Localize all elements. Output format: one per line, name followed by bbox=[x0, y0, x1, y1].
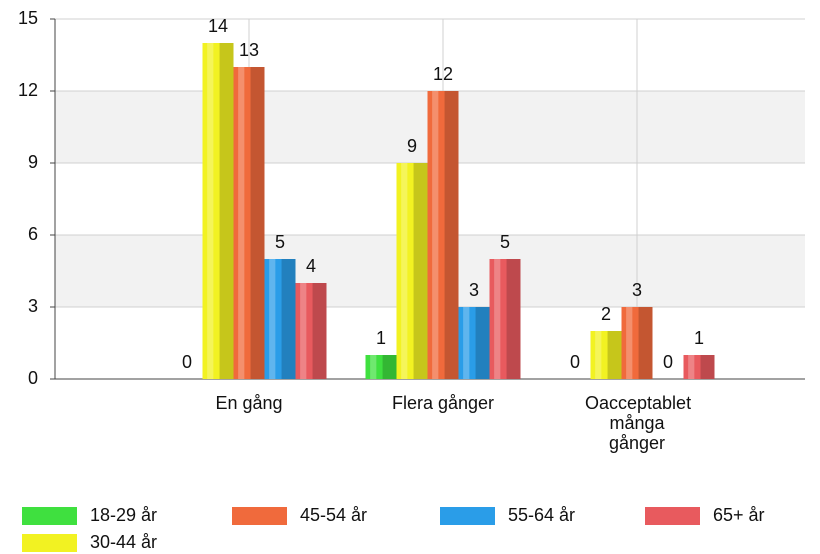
y-tick-label: 6 bbox=[28, 224, 38, 244]
data-label: 5 bbox=[275, 232, 285, 252]
bar-shade bbox=[506, 259, 521, 379]
y-tick-label: 3 bbox=[28, 296, 38, 316]
legend-swatch bbox=[22, 507, 77, 525]
bar bbox=[264, 259, 296, 379]
bar-shade bbox=[638, 307, 653, 379]
bar bbox=[202, 43, 234, 379]
bar-shine bbox=[401, 163, 408, 379]
bar-shine bbox=[432, 91, 439, 379]
bar bbox=[396, 163, 428, 379]
x-tick-label: Oacceptablet många gånger bbox=[585, 393, 692, 453]
y-tick-label: 15 bbox=[18, 8, 38, 28]
data-label: 0 bbox=[663, 352, 673, 372]
bar-shade bbox=[444, 91, 459, 379]
data-label: 1 bbox=[694, 328, 704, 348]
y-tick-label: 0 bbox=[28, 368, 38, 388]
bar-shine bbox=[300, 283, 307, 379]
bar-shade bbox=[475, 307, 490, 379]
y-tick-label: 12 bbox=[18, 80, 38, 100]
legend-swatch bbox=[645, 507, 700, 525]
x-tick-label: Flera gånger bbox=[391, 393, 495, 413]
legend-label: 55-64 år bbox=[508, 505, 575, 525]
data-label: 9 bbox=[407, 136, 417, 156]
bar-shade bbox=[607, 331, 622, 379]
bar-shade bbox=[219, 43, 234, 379]
legend-label: 45-54 år bbox=[300, 505, 367, 525]
bar-shine bbox=[269, 259, 276, 379]
bar bbox=[683, 355, 715, 379]
data-label: 12 bbox=[433, 64, 453, 84]
data-label: 0 bbox=[182, 352, 192, 372]
legend-label: 30-44 år bbox=[90, 532, 157, 552]
data-label: 14 bbox=[208, 16, 228, 36]
bar bbox=[590, 331, 622, 379]
data-label: 3 bbox=[632, 280, 642, 300]
bar-shade bbox=[413, 163, 428, 379]
bar bbox=[295, 283, 327, 379]
data-label: 4 bbox=[306, 256, 316, 276]
legend-label: 65+ år bbox=[713, 505, 765, 525]
bar-shine bbox=[463, 307, 470, 379]
data-label: 13 bbox=[239, 40, 259, 60]
data-label: 3 bbox=[469, 280, 479, 300]
bar-shine bbox=[370, 355, 377, 379]
bar-shade bbox=[312, 283, 327, 379]
bar-shade bbox=[382, 355, 397, 379]
bar-shine bbox=[688, 355, 695, 379]
bar bbox=[458, 307, 490, 379]
legend-label: 18-29 år bbox=[90, 505, 157, 525]
data-label: 1 bbox=[376, 328, 386, 348]
legend-swatch bbox=[22, 534, 77, 552]
bar bbox=[489, 259, 521, 379]
bar bbox=[233, 67, 265, 379]
legend-swatch bbox=[232, 507, 287, 525]
legend-swatch bbox=[440, 507, 495, 525]
x-tick-label: En gång bbox=[215, 393, 283, 413]
bar bbox=[427, 91, 459, 379]
data-label: 0 bbox=[570, 352, 580, 372]
bar-shine bbox=[595, 331, 602, 379]
bar-shine bbox=[626, 307, 633, 379]
bar-shine bbox=[207, 43, 214, 379]
y-tick-label: 9 bbox=[28, 152, 38, 172]
data-label: 2 bbox=[601, 304, 611, 324]
bar bbox=[621, 307, 653, 379]
bar-shine bbox=[238, 67, 245, 379]
bar-shine bbox=[494, 259, 501, 379]
data-label: 5 bbox=[500, 232, 510, 252]
bar-shade bbox=[250, 67, 265, 379]
bar-shade bbox=[281, 259, 296, 379]
bar bbox=[365, 355, 397, 379]
bar-shade bbox=[700, 355, 715, 379]
